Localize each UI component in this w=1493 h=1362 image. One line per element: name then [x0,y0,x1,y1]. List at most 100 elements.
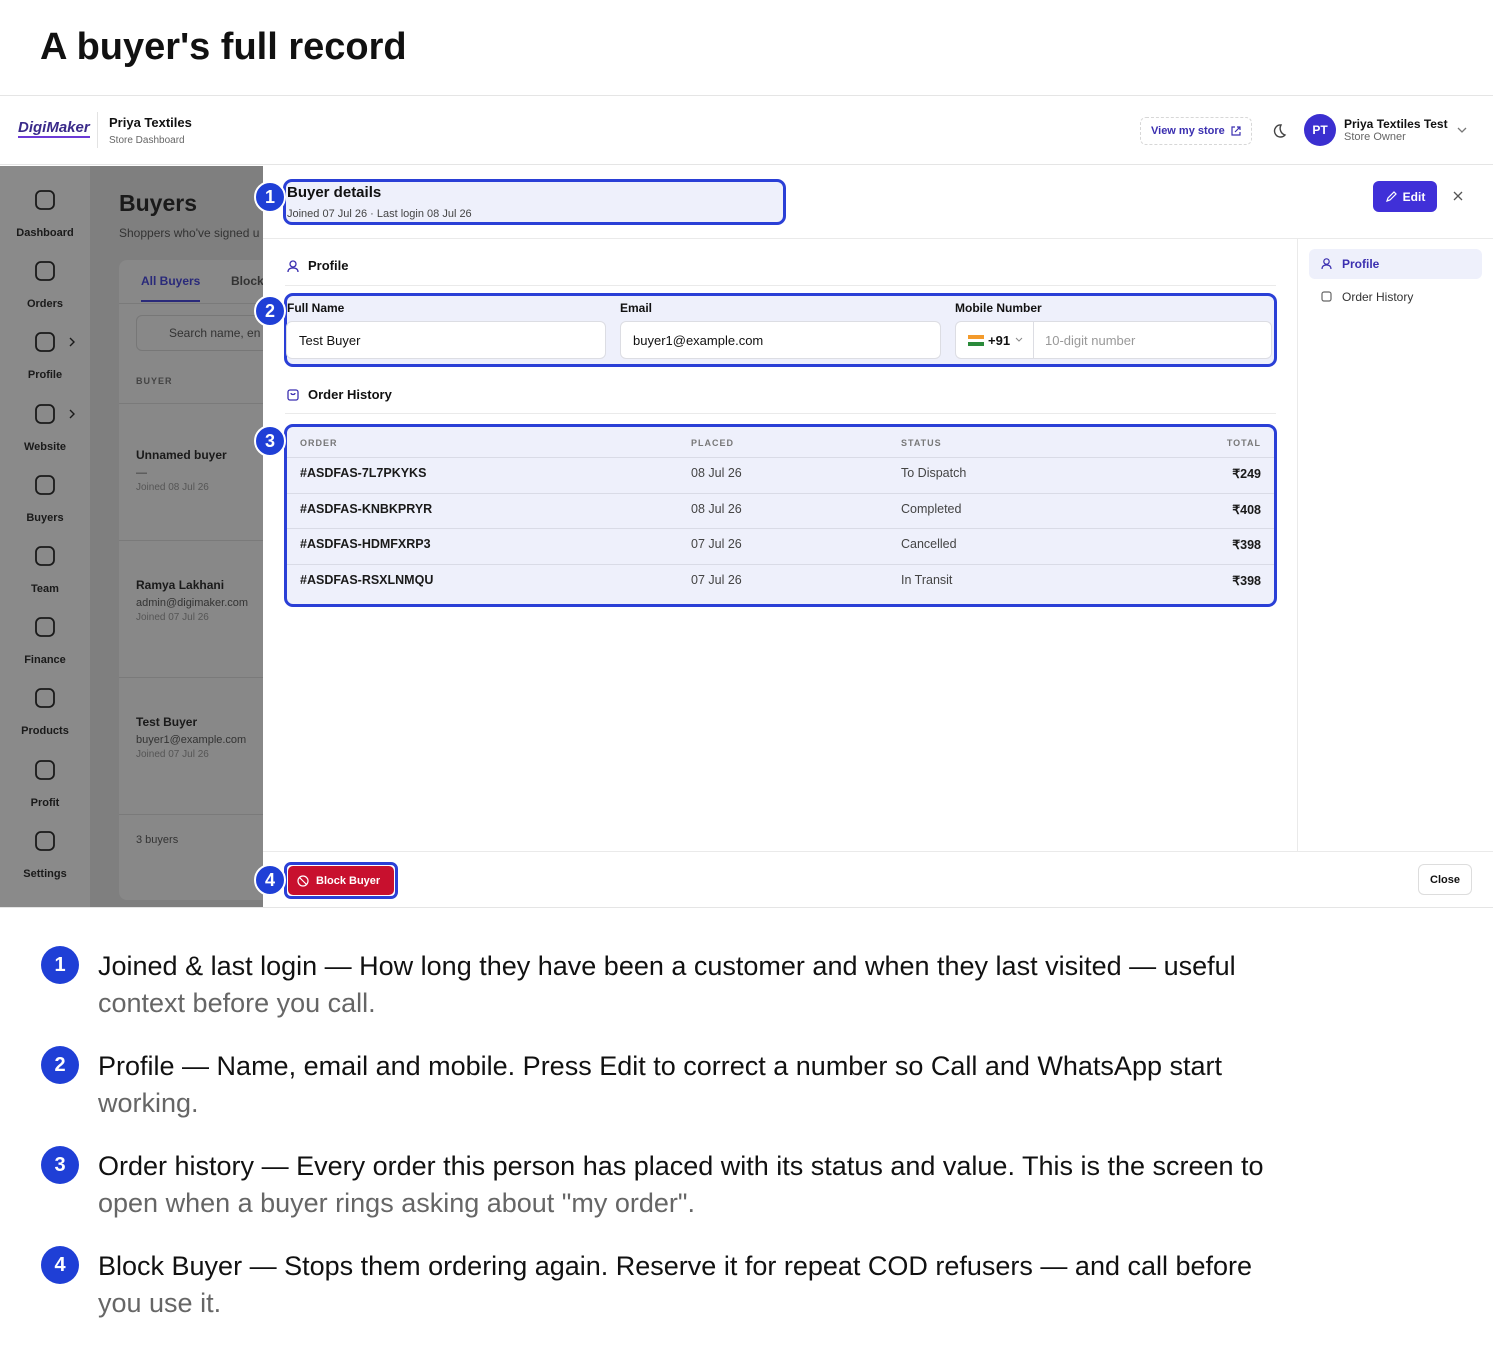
separator [97,112,98,148]
buyer-name[interactable]: Unnamed buyer [136,448,227,462]
close-button[interactable]: Close [1418,864,1472,895]
nav-icon [35,546,55,566]
user-icon [1321,258,1332,270]
bag-icon [287,389,299,401]
callout: 2 [254,295,286,327]
store-name: Priya Textiles [109,115,192,130]
nav-label[interactable]: Team [31,583,59,595]
buyer-name[interactable]: Ramya Lakhani [136,578,225,592]
field-label: Full Name [287,301,345,315]
top-bar: DigiMaker Priya Textiles Store Dashboard… [0,96,1493,165]
buyer-email: admin@digimaker.com [136,597,249,609]
side-nav-item[interactable]: Order History [1342,290,1414,304]
nav-label[interactable]: Settings [23,867,67,880]
country-select[interactable]: +91 [956,322,1034,358]
divider [119,303,263,304]
block-button[interactable]: Block Buyer [288,866,394,895]
callout: 1 [254,181,286,213]
field-label: Email [620,301,653,315]
note-number: 3 [41,1146,79,1184]
nav-icon [35,759,55,780]
column-header: TOTAL [1226,438,1261,448]
buyer-count: 3 buyers [136,834,179,846]
email-input[interactable]: buyer1@example.com [620,321,941,359]
column-header: PLACED [691,438,735,448]
theme-toggle[interactable] [1269,122,1287,140]
nav-icon [35,688,55,709]
nav-label[interactable]: Buyers [26,511,64,524]
store-sub: Store Dashboard [109,135,185,146]
note-title: Block Buyer [98,1251,243,1281]
order-id[interactable]: #ASDFAS-RSXLNMQU [300,573,434,588]
nav-label[interactable]: Dashboard [16,227,74,239]
edit-label: Edit [1402,189,1426,204]
divider [285,413,1276,414]
nav-icon [35,830,55,851]
side-nav-item[interactable]: Profile [1342,257,1380,271]
avatar[interactable]: PT [1304,114,1336,146]
callout: 4 [254,864,286,896]
buyers-card: All Buyers Block Search name, en BUYER 3… [119,260,263,900]
order-status: To Dispatch [901,466,967,480]
order-status: In Transit [901,573,953,588]
block-label: Block Buyer [316,874,381,887]
nav-icon [35,332,55,353]
sidebar: Dashboard Orders Profile Website Buyers Team F… [0,166,90,907]
nav-label[interactable]: Profit [30,796,60,809]
buyer-email: buyer1@example.com [136,734,247,746]
divider [119,677,263,678]
nav-label[interactable]: Finance [24,654,66,667]
divider [119,403,263,404]
divider [119,814,263,815]
row-divider [287,492,1274,494]
column-header: ORDER [300,438,338,448]
view-store-label: View my store [1151,125,1225,137]
app-screenshot: DigiMaker Priya Textiles Store Dashboard… [0,96,1493,908]
buyer-name[interactable]: Test Buyer [136,715,198,729]
order-id[interactable]: #ASDFAS-KNBKPRYR [300,501,433,516]
note-text: — Every order this person has placed wit… [98,1151,1264,1218]
mobile-input[interactable]: +91 10-digit number [955,321,1272,359]
block-icon [297,874,309,887]
tab[interactable]: Block [231,274,263,288]
note-number: 1 [41,946,79,984]
nav-icon [35,190,55,210]
section-heading: Profile [308,258,349,273]
close-icon[interactable] [1452,190,1464,202]
order-status: Completed [901,501,962,516]
row-divider [287,564,1274,566]
chevron [1015,337,1023,342]
order-id[interactable]: #ASDFAS-HDMFXRP3 [300,537,431,552]
name-input[interactable]: Test Buyer [286,321,606,359]
note: Block Buyer — Stops them ordering again.… [98,1248,1303,1322]
order-id[interactable]: #ASDFAS-7L7PKYKS [300,466,427,480]
nav-label[interactable]: Profile [27,369,63,382]
flag [968,334,984,346]
order-date: 07 Jul 26 [691,573,742,588]
note-title: Profile [98,1051,175,1081]
nav-label[interactable]: Orders [26,298,64,311]
nav-icon [35,617,55,638]
buyer-panel: Buyer details Joined 07 Jul 26 · Last lo… [263,166,1493,907]
buyers-page: Buyers Shoppers who've signed u All Buye… [90,166,263,907]
tab-active[interactable]: All Buyers [141,274,201,302]
submenu-chevron [69,409,75,419]
page-subtitle: Shoppers who've signed u [119,226,260,240]
view-store-button[interactable]: View my store [1140,117,1252,145]
buyer-joined: Joined 07 Jul 26 [136,749,209,760]
search-box[interactable]: Search name, en [136,315,263,351]
note: Joined & last login — How long they have… [98,948,1303,1022]
callout: 3 [254,425,286,457]
nav-active-bg [1309,249,1482,279]
nav-icon [35,403,55,424]
order-date: 07 Jul 26 [691,537,742,552]
mobile-placeholder: 10-digit number [1045,332,1136,348]
note: Profile — Name, email and mobile. Press … [98,1048,1303,1122]
edit-button[interactable]: Edit [1373,181,1437,212]
nav-label[interactable]: Website [24,440,66,453]
order-status: Cancelled [901,537,957,552]
buyer-email: — [136,467,147,479]
nav-label[interactable]: Products [21,725,69,738]
note: Order history — Every order this person … [98,1148,1303,1222]
bag-icon [1321,291,1332,302]
